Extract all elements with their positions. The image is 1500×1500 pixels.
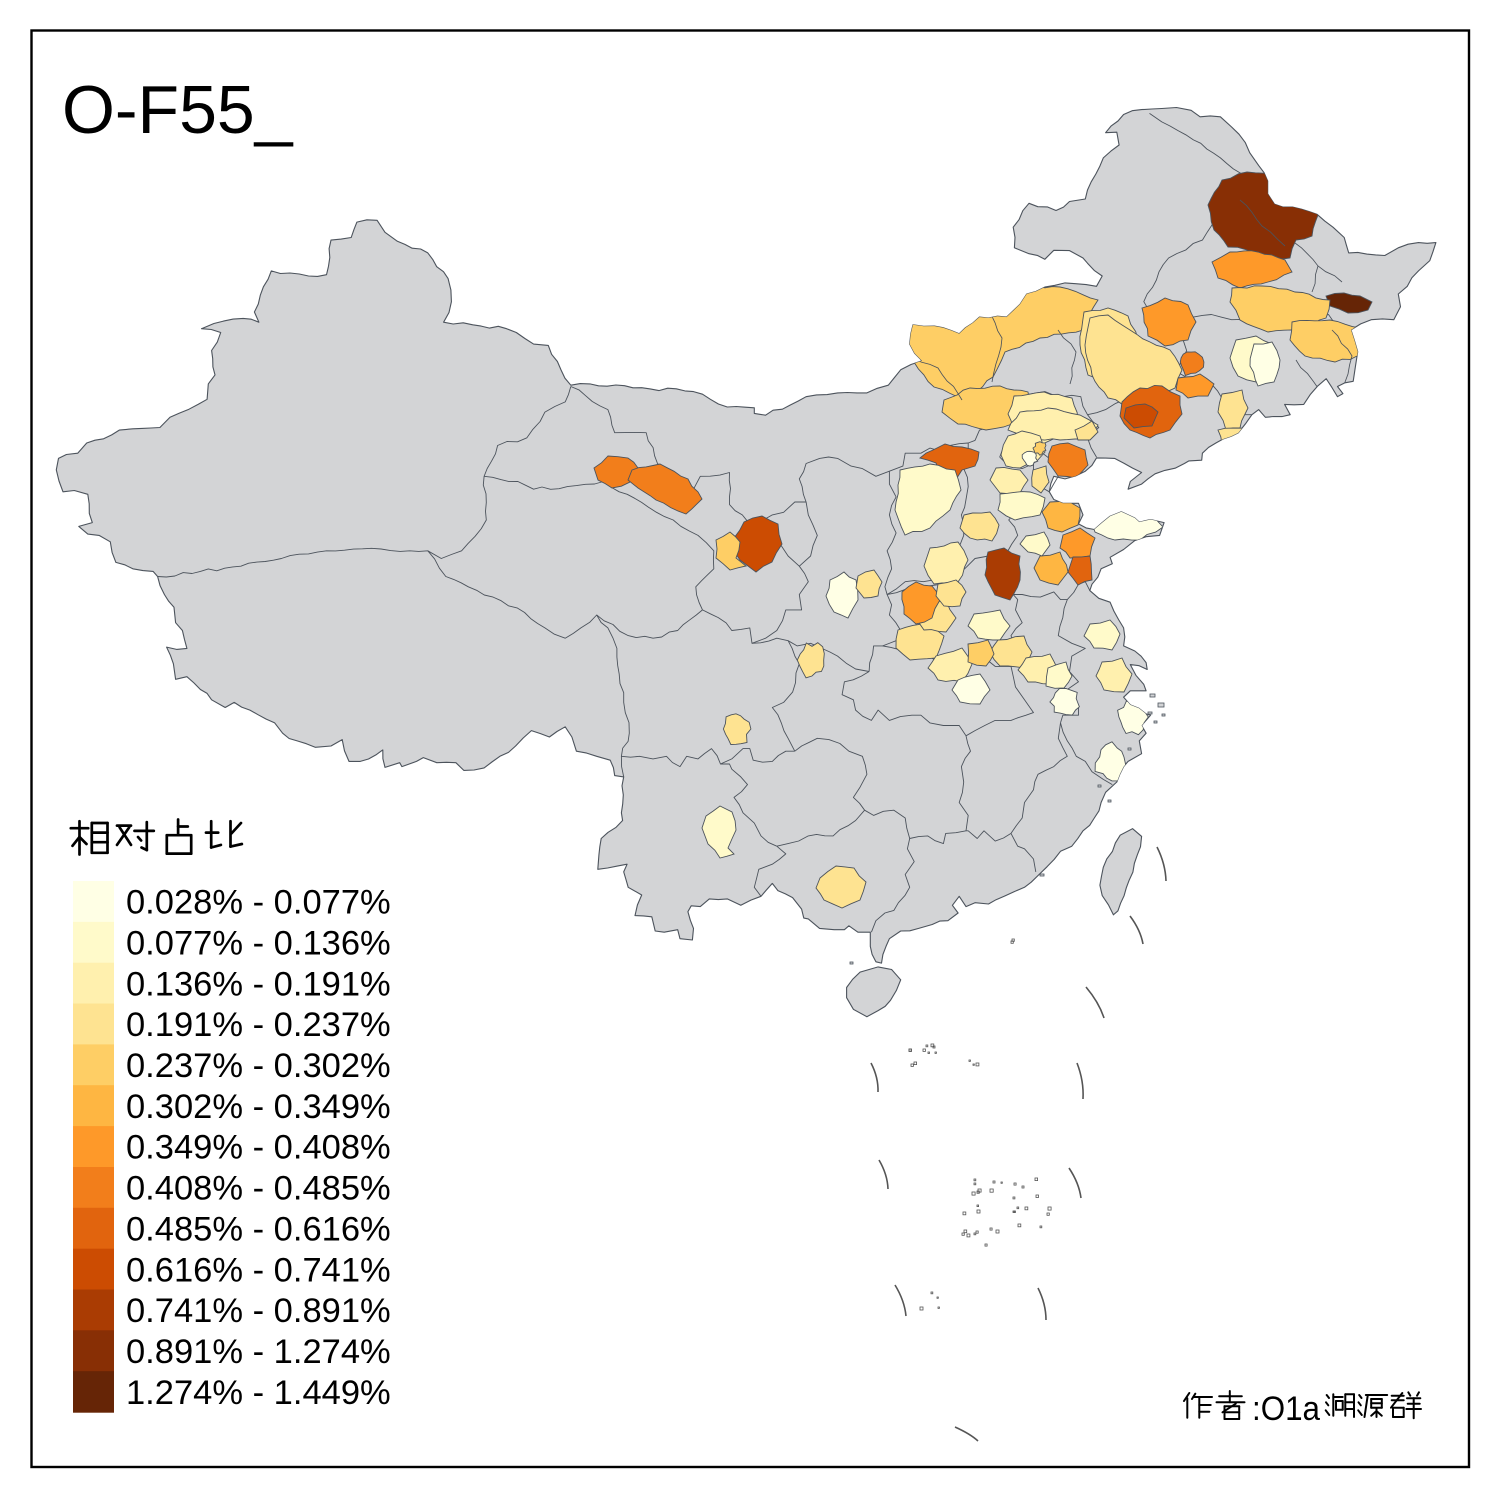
svg-text:0.237% - 0.302%: 0.237% - 0.302% — [126, 1047, 391, 1085]
svg-text:0.191% - 0.237%: 0.191% - 0.237% — [126, 1006, 391, 1044]
svg-text:0.485% - 0.616%: 0.485% - 0.616% — [126, 1210, 391, 1248]
svg-text::O1a: :O1a — [1252, 1390, 1320, 1428]
svg-text:1.274% - 1.449%: 1.274% - 1.449% — [126, 1374, 391, 1412]
svg-text:0.302% - 0.349%: 0.302% - 0.349% — [126, 1088, 391, 1126]
svg-text:0.028% - 0.077%: 0.028% - 0.077% — [126, 884, 391, 922]
svg-text:0.741% - 0.891%: 0.741% - 0.891% — [126, 1292, 391, 1330]
svg-text:0.077% - 0.136%: 0.077% - 0.136% — [126, 925, 391, 963]
svg-text:0.136% - 0.191%: 0.136% - 0.191% — [126, 965, 391, 1003]
svg-text:O-F55_: O-F55_ — [62, 72, 294, 148]
svg-text:0.891% - 1.274%: 0.891% - 1.274% — [126, 1333, 391, 1371]
svg-text:0.616% - 0.741%: 0.616% - 0.741% — [126, 1251, 391, 1289]
svg-text:0.349% - 0.408%: 0.349% - 0.408% — [126, 1129, 391, 1167]
svg-text:0.408% - 0.485%: 0.408% - 0.485% — [126, 1170, 391, 1208]
